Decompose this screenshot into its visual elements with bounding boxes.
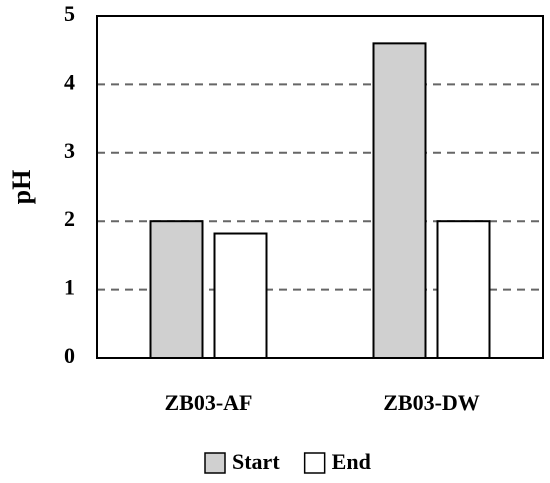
y-tick-label: 4 bbox=[64, 69, 75, 94]
bar bbox=[149, 220, 204, 359]
y-tick-label: 2 bbox=[64, 206, 75, 231]
legend-swatch bbox=[204, 452, 226, 474]
legend-swatch bbox=[303, 452, 326, 474]
y-tick-label: 1 bbox=[64, 275, 75, 300]
legend-label: End bbox=[332, 449, 371, 474]
y-tick-label: 5 bbox=[64, 1, 75, 26]
bar bbox=[372, 42, 427, 360]
legend-label: Start bbox=[232, 449, 280, 474]
bar bbox=[213, 232, 268, 359]
y-axis-title: pH bbox=[7, 170, 36, 205]
y-tick-label: 3 bbox=[64, 138, 75, 163]
plot-frame bbox=[96, 15, 544, 359]
x-tick-label: ZB03-AF bbox=[165, 390, 253, 415]
y-tick-label: 0 bbox=[64, 343, 75, 368]
bar bbox=[436, 220, 491, 359]
x-tick-label: ZB03-DW bbox=[383, 390, 480, 415]
